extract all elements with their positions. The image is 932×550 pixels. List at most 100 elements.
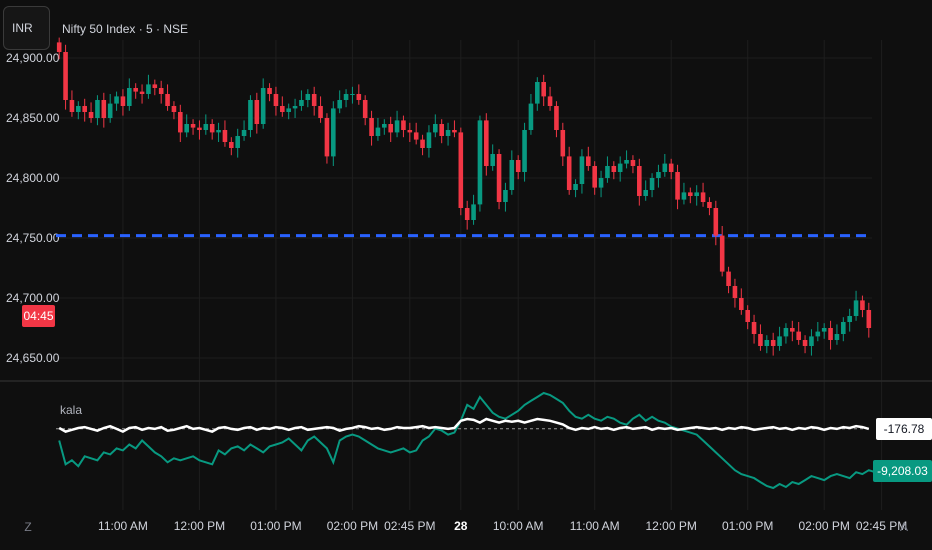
candle-body (178, 112, 183, 133)
candle-body (248, 100, 253, 130)
candle-body (158, 88, 164, 94)
candle-body (522, 130, 527, 172)
candle-body (413, 132, 419, 140)
x-tick-label: 02:45 PM (384, 519, 435, 533)
candle-body (694, 192, 699, 196)
candle-body (426, 132, 432, 148)
x-tick-label: 12:00 PM (174, 519, 225, 533)
candle-body (821, 328, 827, 332)
candle-body (566, 156, 572, 190)
candle-body (490, 154, 495, 166)
indicator-name: kala (60, 403, 83, 417)
candle-body (477, 120, 483, 205)
candle-body (592, 166, 597, 188)
candle-body (758, 334, 763, 346)
candle-body (350, 94, 355, 95)
candle-body (662, 163, 668, 172)
candle-body (305, 94, 311, 100)
candle-body (726, 271, 731, 286)
candle-body (114, 96, 119, 104)
indicator-secondary-badge: -9,208.03 (873, 460, 932, 482)
y-tick-label: 24,900.00 (6, 51, 60, 65)
candle-body (739, 298, 744, 310)
candle-body (675, 172, 680, 200)
timezone-button[interactable]: Z (24, 520, 32, 534)
candle-body (337, 100, 342, 109)
candle-body (535, 82, 540, 104)
indicator-pane (56, 391, 889, 490)
candle-body (127, 88, 132, 106)
x-tick-label: 11:00 AM (98, 519, 148, 533)
candle-body (356, 94, 362, 100)
candle-body (528, 103, 534, 130)
x-tick-label: 02:45 PM (856, 519, 907, 533)
x-tick-label: 01:00 PM (250, 519, 301, 533)
candle-body (120, 96, 126, 106)
candle-body (847, 316, 852, 322)
candle-body (745, 310, 750, 322)
y-tick-label: 24,750.00 (6, 231, 60, 245)
currency-button[interactable]: INR (3, 6, 50, 50)
candle-body (802, 340, 808, 346)
candle-body (388, 124, 393, 133)
candle-body (267, 88, 272, 94)
candle-body (598, 178, 604, 188)
candle-body (165, 94, 170, 106)
candle-body (273, 94, 279, 106)
candle-body (764, 340, 770, 346)
candle-body (190, 124, 196, 128)
candle-body (560, 130, 566, 157)
x-tick-label: 02:00 PM (799, 519, 850, 533)
teal-series-line (58, 391, 889, 490)
x-tick-label: 12:00 PM (646, 519, 697, 533)
symbol-title: Nifty 50 Index · 5 · NSE (62, 22, 189, 36)
candle-body (790, 328, 795, 332)
candle-body (841, 322, 846, 334)
x-tick-label: 11:00 AM (570, 519, 620, 533)
candle-body (719, 235, 725, 272)
candle-body (171, 106, 177, 112)
candle-body (197, 127, 202, 130)
candle-body (783, 328, 789, 337)
candle-body (401, 120, 406, 130)
candle-body (853, 300, 859, 316)
grid (56, 40, 883, 510)
x-tick-label: 02:00 PM (327, 519, 378, 533)
candle-body (311, 94, 317, 106)
candle-body (235, 136, 240, 148)
candle-body (834, 334, 840, 340)
candle-body (375, 127, 381, 136)
candle-body (369, 118, 374, 136)
auto-scale-button[interactable]: A (899, 520, 908, 534)
candle-body (713, 208, 719, 236)
candle-body (681, 192, 687, 200)
candle-body (630, 160, 636, 166)
candle-body (637, 166, 642, 196)
candle-body (88, 112, 94, 118)
candle-body (732, 286, 738, 298)
candle-body (216, 130, 221, 133)
candle-body (643, 190, 648, 196)
candle-body (509, 160, 515, 190)
y-tick-label: 24,800.00 (6, 171, 60, 185)
candle-body (624, 160, 629, 164)
candle-body (439, 124, 444, 136)
candle-body (471, 204, 476, 220)
candle-body (280, 106, 285, 112)
candle-body (503, 190, 508, 202)
candle-body (229, 142, 234, 148)
candle-body (649, 178, 655, 190)
candle-body (107, 103, 113, 118)
candle-body (464, 208, 470, 220)
countdown-badge: 04:45 (22, 305, 55, 327)
candle-body (209, 124, 215, 133)
candle-body (707, 202, 712, 208)
candle-body (146, 84, 151, 94)
candle-body (777, 336, 782, 346)
candle-body (241, 130, 247, 136)
candle-body (331, 108, 336, 157)
candle-body (496, 154, 502, 202)
indicator-value-badge: -176.78 (876, 418, 932, 440)
candle-body (611, 166, 617, 172)
